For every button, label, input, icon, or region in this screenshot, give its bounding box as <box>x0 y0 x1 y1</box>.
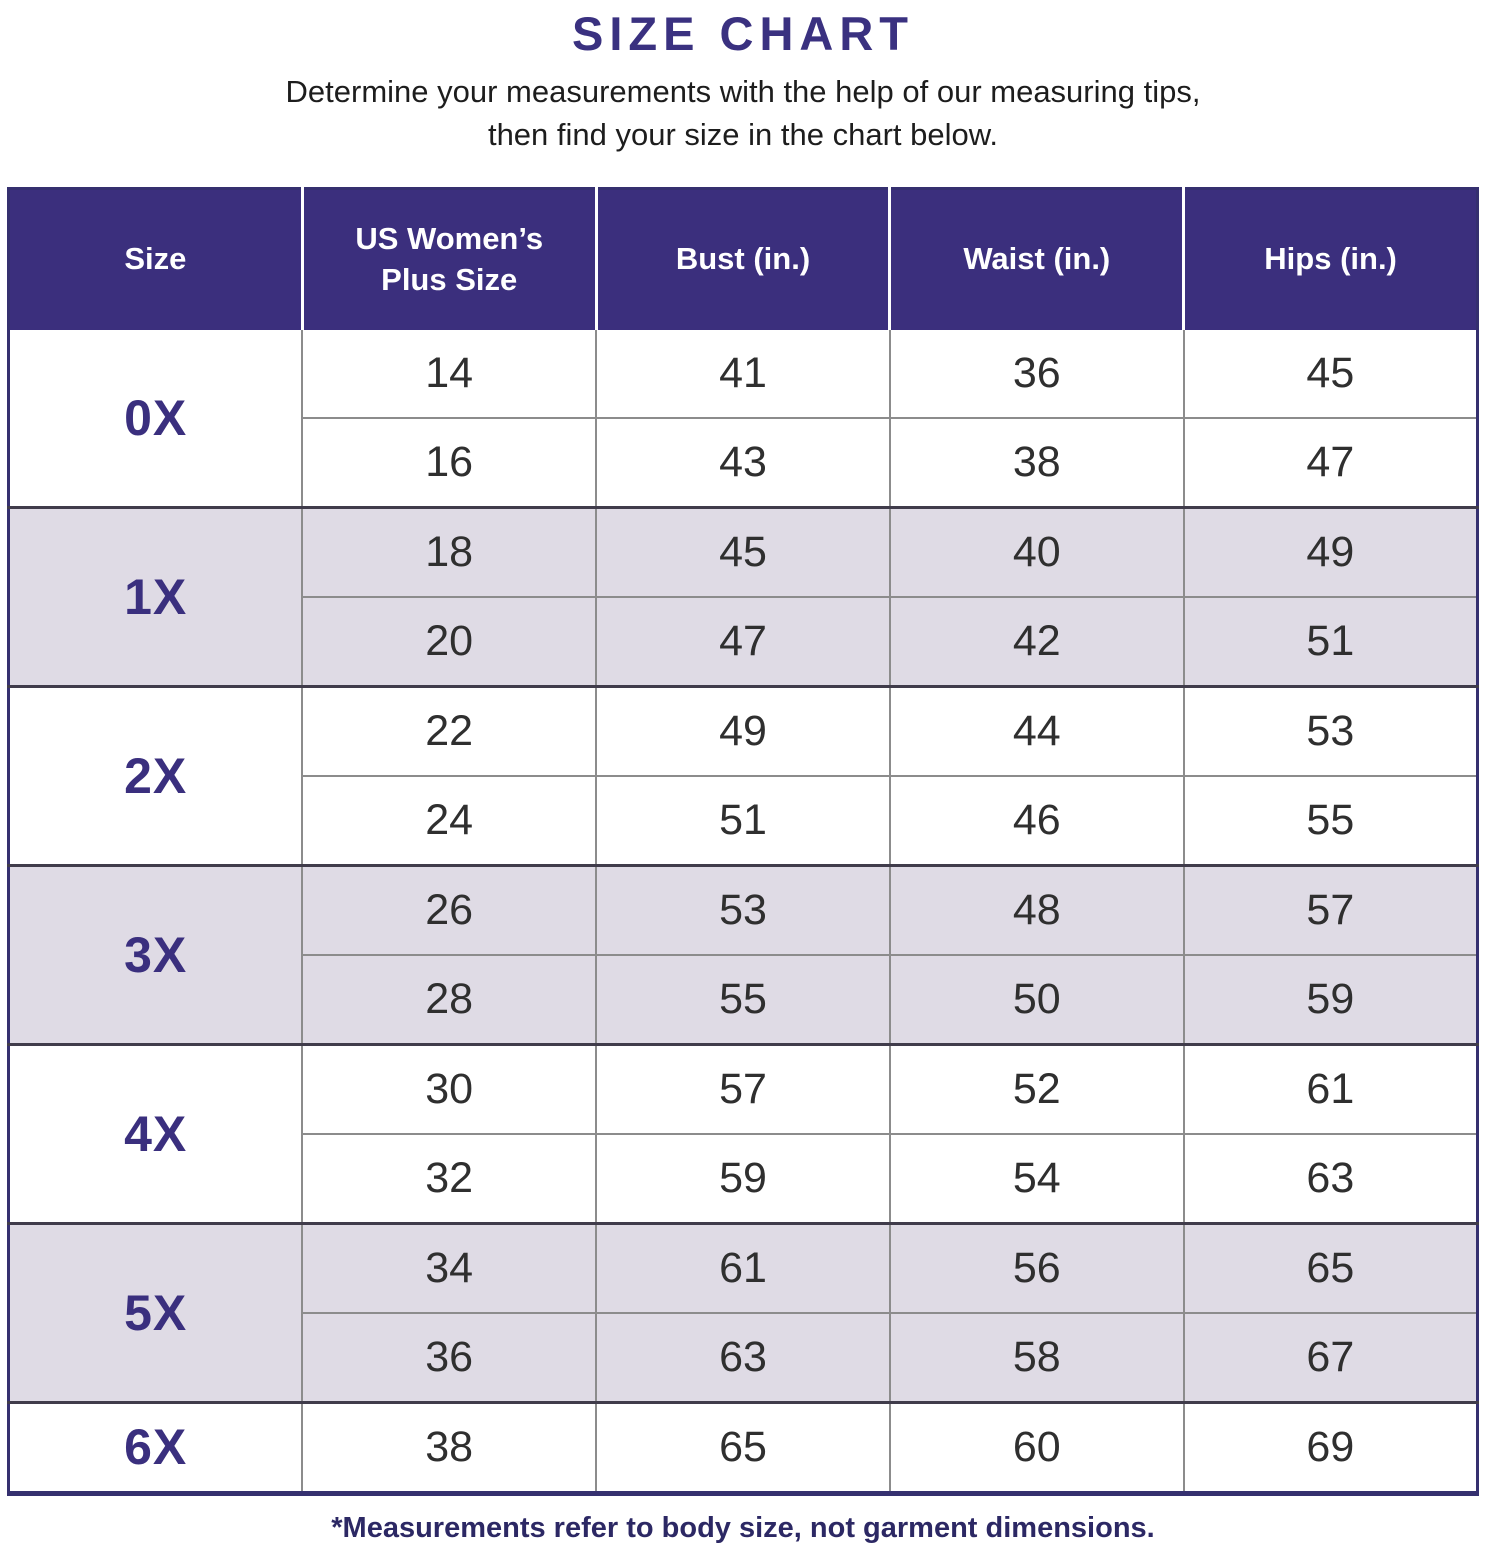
col-header-size: Size <box>8 188 303 330</box>
hips-value: 69 <box>1182 1400 1478 1494</box>
waist-value: 60 <box>888 1400 1184 1494</box>
size-label-5x: 5X <box>8 1221 303 1403</box>
waist-value: 36 <box>888 329 1184 418</box>
waist-value: 54 <box>888 1132 1184 1224</box>
table-row-4x-1: 4X 30 57 52 61 <box>8 1042 1478 1224</box>
subtitle: Determine your measurements with the hel… <box>7 71 1479 157</box>
us-plus-size-value: 26 <box>301 863 597 955</box>
waist-value: 56 <box>888 1221 1184 1313</box>
hips-value: 57 <box>1182 863 1478 955</box>
waist-value: 50 <box>888 953 1184 1045</box>
header-row: Size US Women’s Plus Size Bust (in.) Wai… <box>8 188 1478 330</box>
hips-value: 63 <box>1182 1132 1478 1224</box>
table-row-2x-2: 24 51 46 55 <box>9 774 1478 866</box>
us-plus-size-value: 36 <box>301 1311 597 1403</box>
us-plus-size-value: 30 <box>301 1042 597 1134</box>
table-row-6x-1: 6X 38 65 60 69 <box>8 1400 1478 1494</box>
hips-value: 53 <box>1182 684 1478 776</box>
size-label-6x: 6X <box>8 1400 303 1494</box>
bust-value: 51 <box>595 774 890 866</box>
table-row-1x-2: 20 47 42 51 <box>9 595 1478 687</box>
waist-value: 42 <box>888 595 1184 687</box>
col-header-hips: Hips (in.) <box>1182 188 1478 330</box>
waist-value: 58 <box>888 1311 1184 1403</box>
table-row-0x-1: 0X 14 41 36 45 <box>8 329 1478 508</box>
hips-value: 61 <box>1182 1042 1478 1134</box>
hips-value: 65 <box>1182 1221 1478 1313</box>
col-header-us-plus-size: US Women’s Plus Size <box>300 188 597 330</box>
bust-value: 59 <box>595 1132 890 1224</box>
size-label-3x: 3X <box>8 863 303 1045</box>
table-row-1x-1: 1X 18 45 40 49 <box>8 505 1478 687</box>
us-plus-size-value: 34 <box>301 1221 597 1313</box>
col-header-bust: Bust (in.) <box>594 188 890 330</box>
bust-value: 45 <box>595 505 890 597</box>
bust-value: 49 <box>595 684 890 776</box>
waist-value: 38 <box>888 416 1184 508</box>
size-table-body: 0X 14 41 36 45 16 43 38 47 1X 18 45 40 49 20 47 42 51 2X 22… <box>8 329 1478 1494</box>
hips-value: 51 <box>1182 595 1478 687</box>
us-plus-size-value: 22 <box>301 684 597 776</box>
size-label-2x: 2X <box>8 684 303 866</box>
us-plus-size-value: 28 <box>301 953 597 1045</box>
table-row-4x-2: 32 59 54 63 <box>9 1132 1478 1224</box>
size-label-4x: 4X <box>8 1042 303 1224</box>
size-chart-table: Size US Women’s Plus Size Bust (in.) Wai… <box>7 186 1479 1496</box>
subtitle-line-1: Determine your measurements with the hel… <box>285 74 1201 109</box>
col-header-waist: Waist (in.) <box>888 188 1184 330</box>
page-title: SIZE CHART <box>572 7 914 60</box>
bust-value: 47 <box>595 595 890 687</box>
hips-value: 59 <box>1182 953 1478 1045</box>
table-row-2x-1: 2X 22 49 44 53 <box>8 684 1478 866</box>
hips-value: 47 <box>1182 416 1478 508</box>
subtitle-line-2: then find your size in the chart below. <box>487 116 999 152</box>
table-row-5x-2: 36 63 58 67 <box>9 1311 1478 1403</box>
bust-value: 55 <box>595 953 890 1045</box>
us-plus-size-value: 32 <box>301 1132 597 1224</box>
waist-value: 52 <box>888 1042 1184 1134</box>
bust-value: 57 <box>595 1042 890 1134</box>
us-plus-size-value: 18 <box>301 505 597 597</box>
waist-value: 48 <box>888 863 1184 955</box>
bust-value: 41 <box>595 329 890 418</box>
hips-value: 55 <box>1182 774 1478 866</box>
bust-value: 43 <box>595 416 890 508</box>
us-plus-size-value: 20 <box>301 595 597 687</box>
bust-value: 61 <box>595 1221 890 1313</box>
table-row-0x-2: 16 43 38 47 <box>9 416 1478 508</box>
bust-value: 65 <box>595 1400 890 1494</box>
waist-value: 44 <box>888 684 1184 776</box>
footnote: *Measurements refer to body size, not ga… <box>331 1511 1155 1544</box>
us-plus-size-value: 14 <box>301 329 597 418</box>
hips-value: 45 <box>1182 329 1478 418</box>
hips-value: 49 <box>1182 505 1478 597</box>
waist-value: 46 <box>888 774 1184 866</box>
size-label-1x: 1X <box>8 505 303 687</box>
bust-value: 63 <box>595 1311 890 1403</box>
size-label-0x: 0X <box>8 329 303 508</box>
us-plus-size-value: 24 <box>301 774 597 866</box>
table-row-3x-1: 3X 26 53 48 57 <box>8 863 1478 1045</box>
waist-value: 40 <box>888 505 1184 597</box>
us-plus-size-value: 16 <box>301 416 597 508</box>
table-header: Size US Women’s Plus Size Bust (in.) Wai… <box>8 188 1478 330</box>
table-row-3x-2: 28 55 50 59 <box>9 953 1478 1045</box>
table-row-5x-1: 5X 34 61 56 65 <box>8 1221 1478 1403</box>
bust-value: 53 <box>595 863 890 955</box>
hips-value: 67 <box>1182 1311 1478 1403</box>
us-plus-size-value: 38 <box>301 1400 597 1494</box>
